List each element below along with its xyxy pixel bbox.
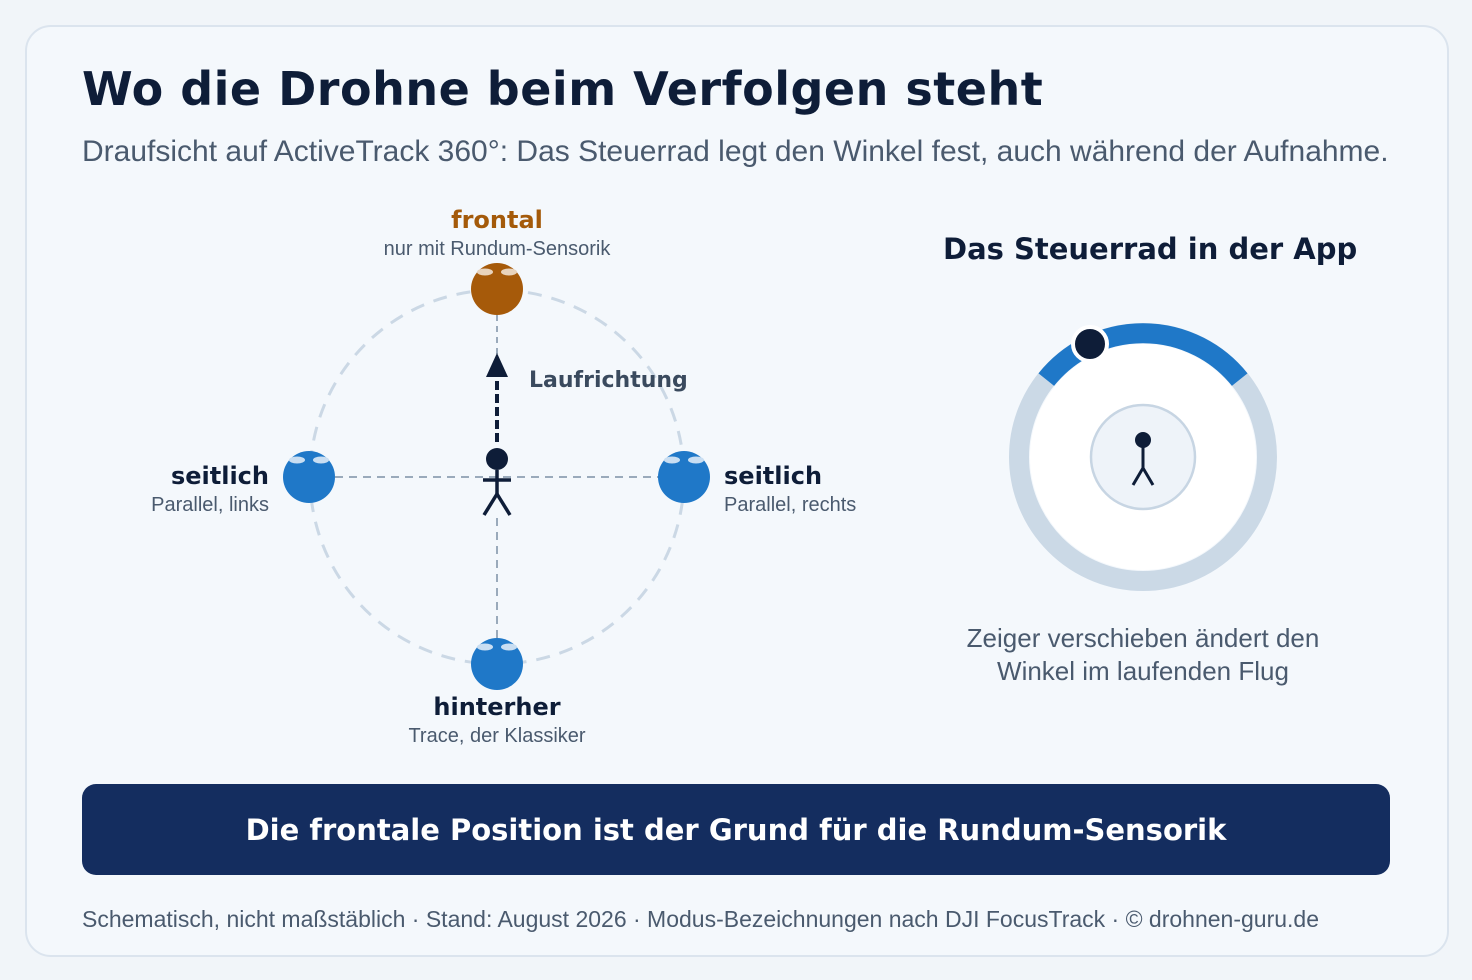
label-back-title: hinterher	[433, 693, 561, 721]
person-icon	[482, 448, 512, 516]
label-left-sub: Parallel, links	[151, 494, 269, 516]
label-back-sub: Trace, der Klassiker	[408, 725, 586, 747]
wheel-person-icon	[1131, 432, 1155, 486]
drone-right-icon	[658, 451, 710, 503]
label-left-title: seitlich	[170, 462, 269, 490]
label-front-title: frontal	[451, 206, 543, 234]
label-front-sub: nur mit Rundum-Sensorik	[383, 238, 611, 260]
banner-text: Die frontale Position ist der Grund für …	[245, 812, 1227, 847]
drone-left-icon	[283, 451, 335, 503]
direction-label: Laufrichtung	[529, 368, 688, 393]
wheel-caption-line2: Winkel im laufenden Flug	[997, 656, 1289, 686]
key-message-banner: Die frontale Position ist der Grund für …	[82, 784, 1390, 875]
label-right-title: seitlich	[724, 462, 823, 490]
footer-note: Schematisch, nicht maßstäblich · Stand: …	[82, 906, 1320, 932]
drone-back-icon	[471, 638, 523, 690]
direction-arrow-head	[486, 353, 508, 377]
page-subtitle: Draufsicht auf ActiveTrack 360°: Das Ste…	[82, 135, 1389, 168]
page-title: Wo die Drohne beim Verfolgen steht	[82, 62, 1044, 116]
wheel-caption: Zeiger verschieben ändert den Winkel im …	[943, 622, 1343, 688]
label-right-sub: Parallel, rechts	[724, 494, 857, 516]
wheel-caption-line1: Zeiger verschieben ändert den	[966, 623, 1320, 653]
drone-front-icon	[471, 263, 523, 315]
wheel-pointer-handle[interactable]	[1071, 325, 1109, 363]
steering-wheel	[1009, 323, 1277, 591]
wheel-title: Das Steuerrad in der App	[943, 232, 1358, 266]
